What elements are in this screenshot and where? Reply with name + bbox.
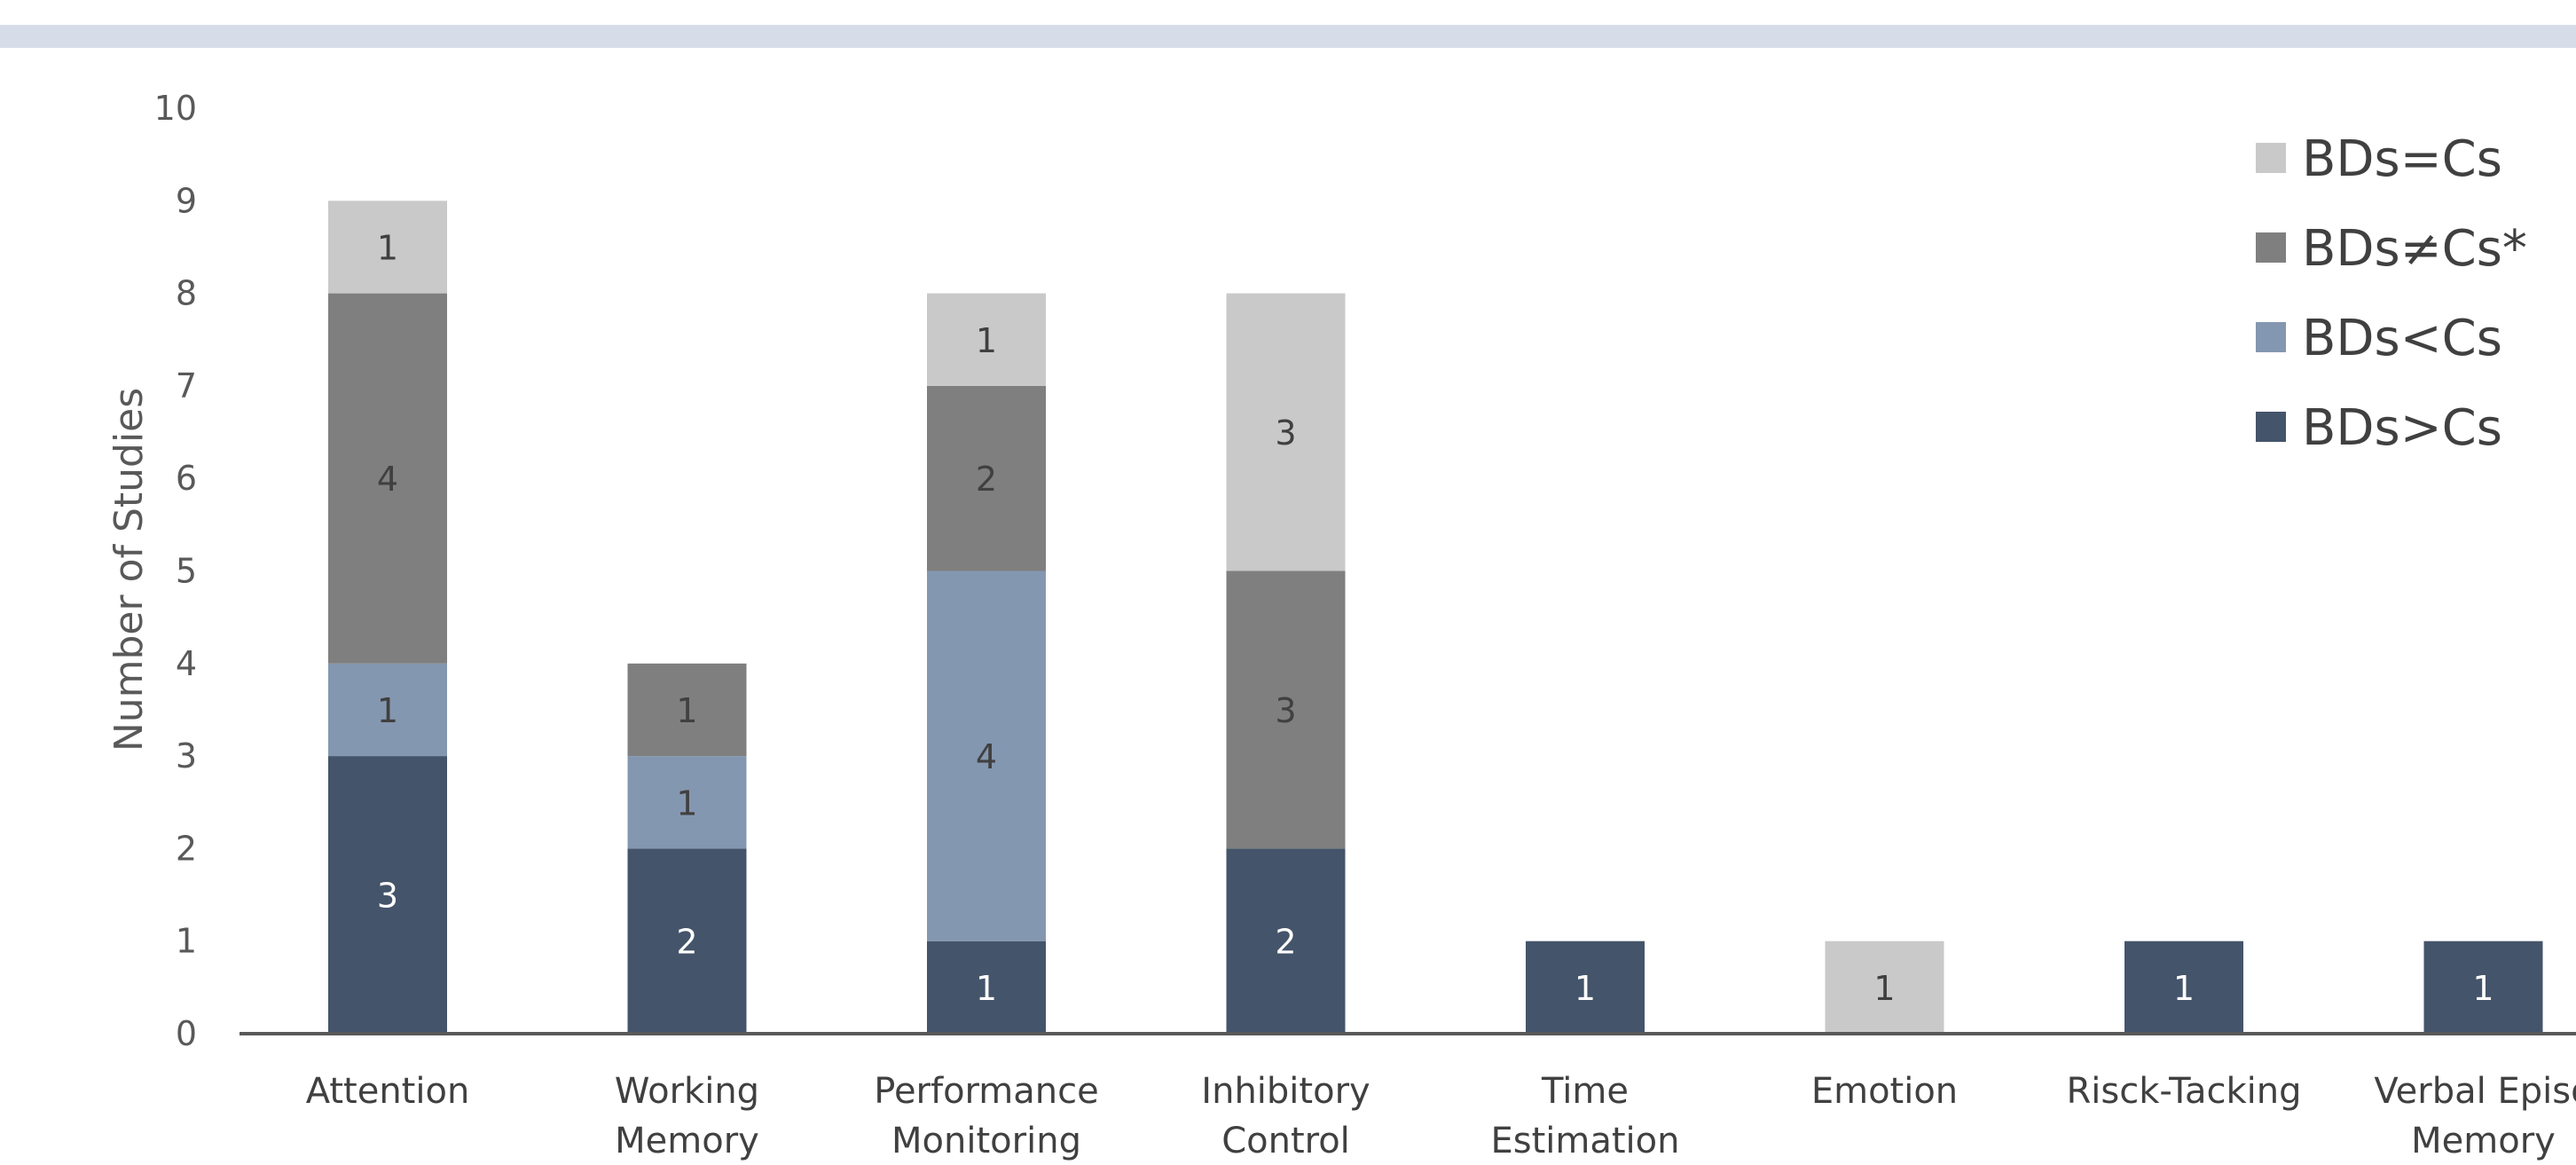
bar-segment — [2124, 941, 2243, 1034]
bar-segment — [1226, 848, 1346, 1034]
bar-value-label: 4 — [976, 737, 997, 776]
bar-value-label: 1 — [2472, 969, 2494, 1008]
bar-segment — [328, 663, 447, 757]
bar-segment — [927, 385, 1046, 571]
bar-value-label: 3 — [1275, 691, 1296, 730]
y-tick-label: 7 — [176, 366, 197, 405]
y-tick-label: 4 — [176, 644, 197, 683]
bar-value-label: 3 — [377, 877, 398, 916]
y-axis-title: Number of Studies — [106, 388, 152, 752]
top-banner — [0, 25, 2576, 48]
legend-swatch — [2256, 412, 2286, 442]
legend: BDs=Cs BDs≠Cs* BDs<Cs BDs>Cs — [2256, 130, 2527, 457]
legend-swatch — [2256, 232, 2286, 263]
x-category-label: Attention — [306, 1071, 470, 1112]
legend-label: BDs≠Cs* — [2302, 220, 2527, 278]
y-tick-label: 6 — [176, 459, 197, 498]
x-category-label-line: Time — [1541, 1071, 1629, 1112]
bar-segment — [328, 756, 447, 1034]
bar-segment — [627, 848, 747, 1034]
x-category-label-line: Control — [1221, 1121, 1350, 1161]
legend-label: BDs<Cs — [2302, 310, 2502, 367]
bar-segment — [927, 571, 1046, 941]
bar-value-label: 1 — [976, 969, 997, 1008]
y-axis-ticks: 0 1 2 3 4 5 6 7 8 9 10 — [154, 89, 197, 1053]
x-category-label-line: Risck-Tacking — [2067, 1071, 2302, 1112]
x-category-label-line: Monitoring — [891, 1121, 1081, 1161]
x-category-label: Performance Monitoring — [874, 1071, 1098, 1161]
x-category-label: Emotion — [1811, 1071, 1958, 1112]
y-tick-label: 8 — [176, 274, 197, 313]
legend-swatch — [2256, 143, 2286, 173]
bar-segment — [1526, 941, 1645, 1034]
bar-segment — [1226, 293, 1346, 571]
x-category-label: Time Estimation — [1490, 1071, 1679, 1161]
x-category-label: Working Memory — [615, 1071, 759, 1161]
bar-value-label: 3 — [1275, 413, 1296, 453]
bar-segment — [627, 756, 747, 849]
legend-label: BDs=Cs — [2302, 130, 2502, 188]
bar-segment — [627, 663, 747, 757]
x-category-label: Inhibitory Control — [1201, 1071, 1370, 1161]
x-category-label-line: Verbal Episo — [2374, 1071, 2576, 1112]
x-category-label-line: Estimation — [1490, 1121, 1679, 1161]
x-category-label-line: Working — [615, 1071, 759, 1112]
bar-value-label: 2 — [676, 923, 697, 962]
x-category-label-line: Memory — [2411, 1121, 2556, 1161]
legend-swatch — [2256, 322, 2286, 352]
bar-segment — [1825, 941, 1944, 1034]
bar-value-label: 4 — [377, 460, 398, 499]
bar-segment — [328, 201, 447, 294]
bar-value-label: 2 — [976, 460, 997, 499]
bar-value-label: 1 — [676, 783, 697, 823]
bar-value-label: 1 — [676, 691, 697, 730]
bar-value-label: 1 — [377, 691, 398, 730]
bar-value-label: 1 — [1873, 969, 1895, 1008]
y-tick-label: 1 — [176, 922, 197, 961]
y-tick-label: 3 — [176, 736, 197, 775]
bar-value-label: 2 — [1275, 923, 1296, 962]
x-category-label-line: Performance — [874, 1071, 1098, 1112]
x-category-label: Risck-Tacking — [2067, 1071, 2302, 1112]
bar-segment — [328, 293, 447, 664]
bar-segment — [1226, 571, 1346, 849]
x-category-label-line: Memory — [615, 1121, 759, 1161]
x-category-label-line: Inhibitory — [1201, 1071, 1370, 1112]
bar-segment — [2423, 941, 2543, 1034]
bar-value-label: 1 — [976, 321, 997, 360]
x-category-label-line: Attention — [306, 1071, 470, 1112]
bar-segment — [927, 293, 1046, 386]
y-tick-label: 0 — [176, 1014, 197, 1053]
legend-label: BDs>Cs — [2302, 399, 2502, 457]
y-tick-label: 10 — [154, 89, 197, 128]
bar-segment — [927, 941, 1046, 1034]
bar-value-label: 1 — [2173, 969, 2195, 1008]
y-tick-label: 9 — [176, 181, 197, 220]
y-tick-label: 2 — [176, 829, 197, 868]
bar-value-label: 1 — [377, 228, 398, 267]
x-category-label: Verbal Episo Memory — [2374, 1071, 2576, 1161]
x-category-label-line: Emotion — [1811, 1071, 1958, 1112]
x-axis-labels: Attention Working Memory Performance Monitor… — [306, 1071, 2576, 1161]
y-tick-label: 5 — [176, 552, 197, 591]
bar-value-label: 1 — [1575, 969, 1596, 1008]
bars: 3 1 4 1 2 1 1 1 4 2 1 2 3 3 1 1 1 1 — [328, 201, 2543, 1034]
